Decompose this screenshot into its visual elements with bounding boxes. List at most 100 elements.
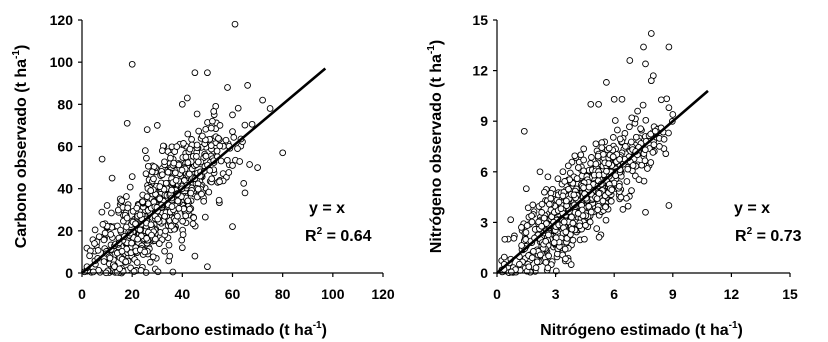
data-point [128, 239, 135, 247]
data-point [91, 226, 99, 234]
y-tick-label: 9 [480, 113, 488, 129]
data-point [187, 189, 195, 197]
data-point [610, 95, 618, 103]
data-point [182, 153, 190, 161]
data-point [156, 195, 164, 203]
y-tick-label: 80 [57, 96, 73, 112]
data-point [106, 254, 114, 262]
data-point [626, 123, 633, 131]
data-point [647, 130, 655, 138]
data-point [194, 185, 202, 193]
data-point [202, 152, 210, 160]
data-point [587, 100, 595, 108]
equation-label: y = x [309, 200, 345, 217]
data-point [202, 125, 210, 133]
data-point [241, 121, 249, 129]
data-point [538, 222, 545, 230]
data-point [234, 145, 241, 152]
data-point [651, 127, 659, 135]
data-point [615, 182, 623, 190]
data-point [168, 186, 175, 194]
data-point [207, 142, 215, 149]
data-point [147, 221, 155, 229]
data-point [574, 210, 582, 217]
data-point [580, 184, 587, 192]
data-point [150, 175, 157, 183]
data-point [156, 183, 164, 190]
data-point [229, 162, 236, 169]
data-point [229, 128, 236, 135]
data-point [624, 202, 632, 210]
data-point [562, 228, 570, 236]
data-point [602, 216, 610, 224]
data-point [634, 107, 641, 115]
data-point [605, 160, 613, 168]
data-point [619, 206, 627, 213]
data-point [647, 159, 655, 166]
data-point [544, 173, 552, 181]
data-point [100, 258, 108, 265]
data-point [518, 242, 525, 249]
data-point [639, 101, 647, 109]
data-point [650, 141, 658, 149]
data-point [108, 209, 115, 217]
x-tick-label: 60 [225, 286, 241, 302]
data-point [554, 175, 562, 183]
data-point [627, 138, 635, 146]
data-point [229, 223, 236, 230]
r-squared-label: R2 = 0.73 [735, 226, 802, 245]
data-point [541, 188, 548, 196]
data-point [500, 253, 508, 261]
data-point [545, 231, 552, 239]
data-point [244, 82, 251, 89]
data-point [204, 69, 211, 77]
data-point [574, 164, 582, 171]
data-point [217, 157, 225, 165]
data-point [118, 247, 126, 255]
data-point [223, 156, 231, 164]
data-point [248, 120, 256, 128]
data-point [186, 145, 194, 153]
data-point [201, 213, 209, 221]
data-point [279, 149, 287, 157]
data-point [647, 77, 655, 85]
data-point [200, 197, 208, 205]
data-point [178, 166, 186, 174]
data-point [240, 180, 248, 187]
data-point [167, 222, 175, 230]
data-point [98, 155, 106, 163]
data-point [170, 159, 178, 167]
data-point [246, 161, 253, 168]
data-point [585, 203, 593, 210]
data-point [569, 236, 577, 244]
data-point [189, 220, 197, 228]
data-point [567, 261, 575, 268]
data-point [141, 147, 149, 154]
data-point [229, 111, 236, 119]
y-axis-title: Carbono observado (t ha-1) [11, 45, 30, 249]
data-point [522, 229, 530, 236]
data-point [564, 162, 572, 170]
data-point [133, 259, 141, 266]
data-point [193, 153, 200, 160]
data-point [213, 147, 221, 155]
data-point [657, 96, 665, 104]
data-point [91, 240, 98, 247]
data-point [593, 225, 601, 232]
data-point [561, 178, 569, 185]
data-point [580, 156, 587, 164]
data-point [603, 167, 610, 175]
data-point [581, 235, 588, 243]
data-point [537, 251, 544, 259]
y-tick-label: 40 [57, 181, 73, 197]
data-point [536, 168, 544, 176]
data-point [180, 140, 187, 147]
data-point [626, 57, 634, 64]
data-point [612, 172, 619, 180]
y-axis-title: Nitrógeno observado (t ha-1) [426, 40, 445, 253]
data-point [507, 216, 515, 224]
data-point [162, 179, 170, 187]
data-point [184, 197, 192, 205]
data-point [576, 222, 584, 230]
data-point [663, 95, 671, 103]
